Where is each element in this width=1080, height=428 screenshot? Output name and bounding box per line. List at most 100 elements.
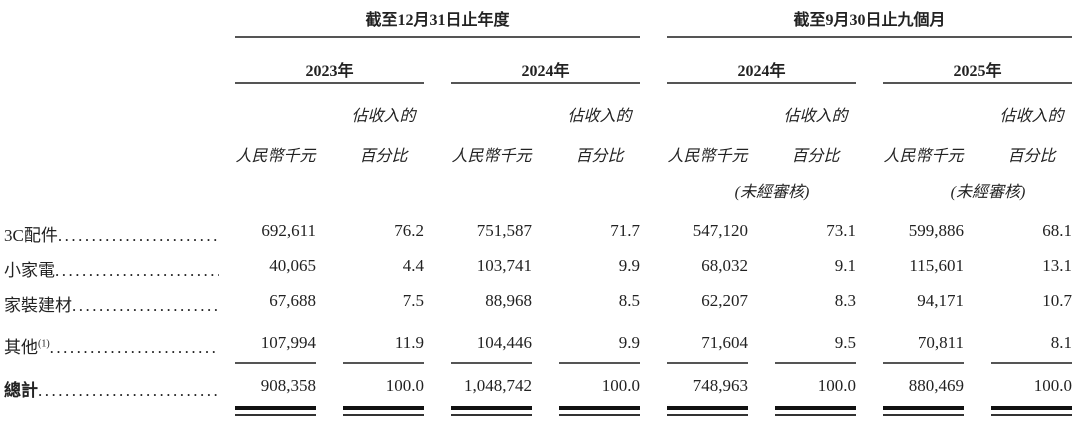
total-double-rule-thick [559,406,640,410]
leader-dots: ...................................... [38,381,219,400]
table-cell: 71,604 [701,333,748,352]
table-cell: 70,811 [917,333,964,352]
table-cell: 103,741 [476,256,532,275]
total-double-rule-thick [991,406,1072,410]
amount-header: 人民幣千元 [235,148,316,165]
total-label-text: 總計 [4,381,38,400]
table-cell: 115,601 [909,256,964,275]
table-cell: 68.1 [1042,221,1072,240]
total-cell: 100.0 [385,376,424,395]
table-cell: 94,171 [917,291,964,310]
period-rule [235,36,640,38]
total-double-rule-thin [667,414,748,416]
table-cell: 4.4 [402,256,424,275]
total-cell: 100.0 [601,376,640,395]
table-cell: 7.5 [402,291,424,310]
subtotal-rule [883,362,964,364]
table-cell: 547,120 [692,221,748,240]
year-rule [451,82,640,84]
total-double-rule-thick [343,406,424,410]
pct-header-line2: 百分比 [1007,148,1056,165]
subtotal-rule [775,362,856,364]
subtotal-rule [235,362,316,364]
row-label-text: 3C配件 [4,226,58,245]
table-cell: 107,994 [260,333,316,352]
table-cell: 68,032 [701,256,748,275]
total-double-rule-thin [883,414,964,416]
leader-dots: ...................................... [55,261,219,280]
row-label: 小家電.....................................… [4,256,219,281]
period-header: 截至9月30日止九個月 [793,12,946,29]
total-double-rule-thick [235,406,316,410]
table-cell: 751,587 [476,221,532,240]
total-double-rule-thick [667,406,748,410]
subtotal-rule [559,362,640,364]
row-label: 3C配件....................................… [4,221,219,246]
row-label: 其他(1)...................................… [4,333,219,358]
footnote-ref: (1) [38,338,50,350]
table-cell: 13.1 [1042,256,1072,275]
subtotal-rule [991,362,1072,364]
total-double-rule-thin [451,414,532,416]
table-cell: 73.1 [826,221,856,240]
row-label-text: 其他 [4,338,38,357]
total-double-rule-thick [451,406,532,410]
table-cell: 692,611 [261,221,316,240]
year-header: 2023年 [305,63,354,80]
total-double-rule-thin [343,414,424,416]
year-header: 2025年 [953,63,1002,80]
total-cell: 100.0 [1033,376,1072,395]
total-double-rule-thin [559,414,640,416]
row-label: 家裝建材....................................… [4,291,219,316]
table-cell: 9.9 [618,333,640,352]
subtotal-rule [451,362,532,364]
period-header: 截至12月31日止年度 [365,12,510,29]
pct-header-line2: 百分比 [575,148,624,165]
pct-header-line1: 佔收入的 [999,108,1064,125]
subtotal-rule [343,362,424,364]
total-cell: 880,469 [908,376,964,395]
year-header: 2024年 [737,63,786,80]
year-rule [883,82,1072,84]
amount-header: 人民幣千元 [883,148,964,165]
total-cell: 1,048,742 [464,376,532,395]
year-rule [235,82,424,84]
table-cell: 40,065 [269,256,316,275]
leader-dots: ...................................... [49,338,219,357]
total-double-rule-thick [775,406,856,410]
amount-header: 人民幣千元 [451,148,532,165]
table-cell: 599,886 [908,221,964,240]
unaudited-note: (未經審核) [734,184,810,201]
table-cell: 9.9 [618,256,640,275]
table-cell: 67,688 [269,291,316,310]
table-cell: 88,968 [485,291,532,310]
table-cell: 8.1 [1050,333,1072,352]
table-cell: 11.9 [394,333,424,352]
total-cell: 908,358 [260,376,316,395]
amount-header: 人民幣千元 [667,148,748,165]
total-double-rule-thin [991,414,1072,416]
unaudited-note: (未經審核) [950,184,1026,201]
table-cell: 8.3 [834,291,856,310]
year-header: 2024年 [521,63,570,80]
table-cell: 10.7 [1042,291,1072,310]
table-cell: 71.7 [610,221,640,240]
table-cell: 9.1 [834,256,856,275]
pct-header-line2: 百分比 [359,148,408,165]
table-cell: 76.2 [394,221,424,240]
table-cell: 104,446 [476,333,532,352]
period-rule [667,36,1072,38]
pct-header-line1: 佔收入的 [783,108,848,125]
table-cell: 62,207 [701,291,748,310]
subtotal-rule [667,362,748,364]
total-label: 總計...................................... [4,376,219,401]
leader-dots: ...................................... [72,296,219,315]
table-cell: 9.5 [834,333,856,352]
table-cell: 8.5 [618,291,640,310]
total-double-rule-thin [775,414,856,416]
year-rule [667,82,856,84]
total-double-rule-thick [883,406,964,410]
total-cell: 748,963 [692,376,748,395]
pct-header-line2: 百分比 [791,148,840,165]
